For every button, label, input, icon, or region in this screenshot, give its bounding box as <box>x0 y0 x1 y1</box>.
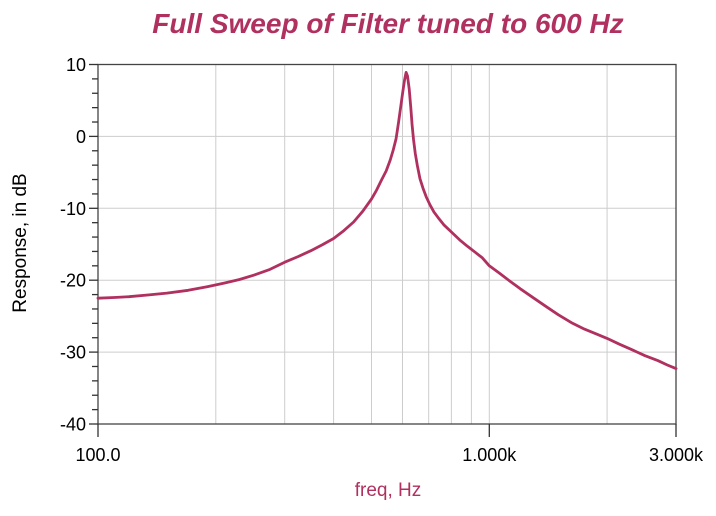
y-tick-label: 0 <box>76 127 86 147</box>
y-tick-label: -40 <box>60 415 86 435</box>
response-trace <box>96 71 678 370</box>
y-tick-label: -30 <box>60 343 86 363</box>
plot-border <box>97 63 677 425</box>
x-tick-label: 3.000k <box>649 445 704 465</box>
y-tick-label: -10 <box>60 199 86 219</box>
x-axis-ticks <box>97 424 677 437</box>
x-axis-title: freq, Hz <box>354 480 422 501</box>
x-tick-label: 1.000k <box>462 445 517 465</box>
x-tick-label: 100.0 <box>75 445 120 465</box>
y-axis-ticks <box>89 63 98 425</box>
chart-title: Full Sweep of Filter tuned to 600 Hz <box>152 8 624 39</box>
gridlines <box>98 64 676 424</box>
y-tick-label: 10 <box>66 55 86 75</box>
y-tick-label: -20 <box>60 271 86 291</box>
